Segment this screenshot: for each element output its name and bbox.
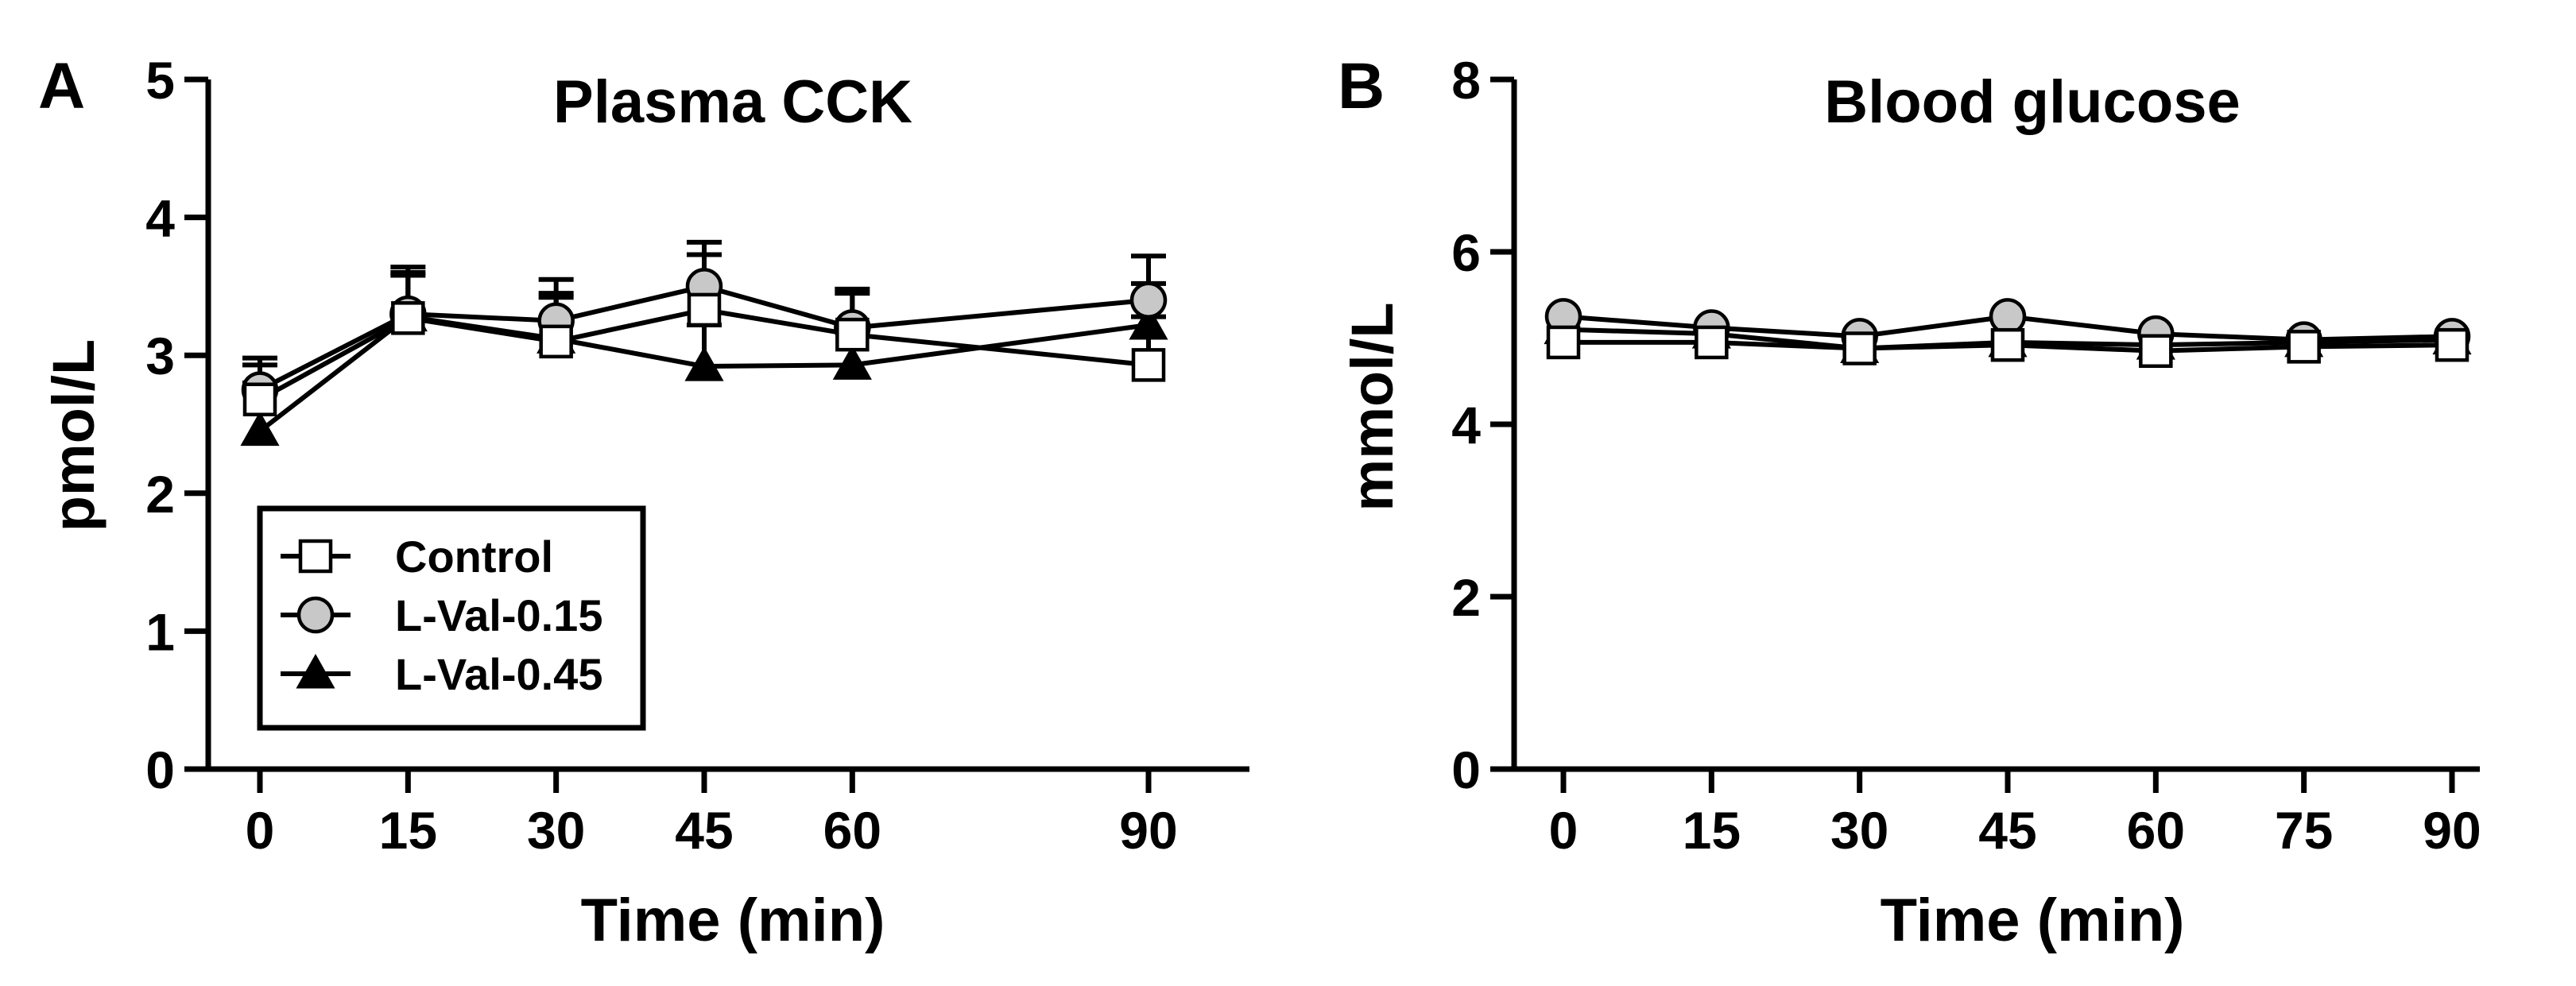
y-axis-label-b: mmol/L	[1339, 302, 1405, 511]
x-axis-label-b: Time (min)	[1881, 887, 2185, 954]
y-tick-label: 4	[145, 189, 175, 248]
series-line	[258, 284, 1149, 392]
y-tick-label: 3	[145, 327, 175, 385]
data-point	[1129, 281, 1168, 319]
data-point	[1695, 325, 1729, 360]
legend-marker	[298, 539, 333, 574]
x-tick-label: 0	[1549, 801, 1579, 860]
x-tick-label: 45	[1978, 801, 2036, 860]
axes-b: 0 2 4 6 8 0 15 30 45 60 75 90	[1451, 51, 2481, 860]
x-tick-label: 15	[1683, 801, 1741, 860]
legend-label: Control	[395, 532, 553, 582]
data-point	[240, 411, 280, 447]
chart-title-a: Plasma CCK	[553, 68, 912, 136]
data-point	[1546, 325, 1581, 360]
x-axis-label-a: Time (min)	[581, 887, 885, 954]
y-tick-label: 4	[1451, 396, 1481, 454]
data-point	[242, 382, 277, 417]
data-point	[1131, 348, 1166, 382]
legend-label: L-Val-0.45	[395, 649, 602, 699]
y-tick-label: 8	[1451, 51, 1481, 110]
x-tick-label: 15	[379, 801, 437, 860]
y-axis-label-a: pmol/L	[41, 339, 107, 532]
panel-label-b: B	[1338, 50, 1385, 122]
marks-a	[240, 239, 1168, 447]
data-point	[687, 292, 722, 327]
y-tick-label: 2	[1451, 568, 1481, 627]
legend-marker	[296, 596, 335, 634]
y-tick-label: 6	[1451, 223, 1481, 282]
series-line	[258, 314, 1149, 434]
legend-label: L-Val-0.15	[395, 590, 602, 640]
data-point	[1990, 327, 2025, 362]
x-tick-label: 30	[1830, 801, 1888, 860]
x-tick-label: 60	[2127, 801, 2185, 860]
y-tick-label: 2	[145, 465, 175, 524]
data-point	[1842, 331, 1877, 365]
data-point	[835, 317, 870, 352]
x-tick-label: 75	[2275, 801, 2333, 860]
data-point	[2287, 330, 2321, 364]
data-point	[539, 324, 573, 359]
x-tick-label: 30	[527, 801, 585, 860]
legend-a: Control L-Val-0.15 L-Val-0.45	[257, 505, 646, 731]
chart-title-b: Blood glucose	[1824, 68, 2241, 136]
data-point	[2435, 327, 2469, 362]
legend-items: Control L-Val-0.15 L-Val-0.45	[281, 532, 602, 699]
panel-b: B Blood glucose mmol/L Time (min) 024680…	[1338, 50, 2481, 954]
x-tick-label: 90	[1119, 801, 1177, 860]
x-tick-label: 0	[246, 801, 275, 860]
legend-marker	[296, 653, 335, 689]
data-point	[832, 345, 872, 380]
marks-b	[1544, 298, 2472, 369]
panel-label-a: A	[38, 50, 85, 122]
data-point	[684, 346, 724, 381]
x-tick-label: 45	[675, 801, 733, 860]
y-tick-label: 5	[145, 51, 175, 110]
data-point	[2139, 334, 2173, 369]
y-tick-label: 1	[145, 602, 175, 661]
data-point	[391, 301, 425, 335]
y-tick-label: 0	[145, 740, 175, 799]
data-point	[1129, 304, 1168, 340]
x-tick-label: 60	[823, 801, 881, 860]
x-tick-label: 90	[2423, 801, 2481, 860]
series-line	[258, 307, 1149, 402]
y-tick-label: 0	[1451, 740, 1481, 799]
